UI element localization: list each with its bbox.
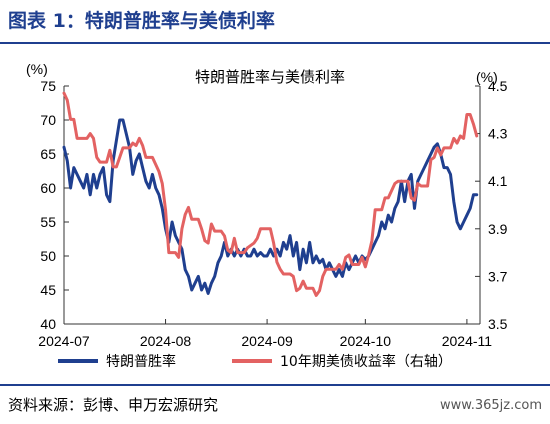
x-tick-label: 2024-08 — [140, 333, 192, 349]
left-tick-label: 40 — [40, 316, 56, 332]
right-tick-label: 3.7 — [488, 268, 508, 284]
x-tick-label: 2024-10 — [340, 333, 392, 349]
right-tick-label: 4.3 — [488, 126, 508, 142]
left-unit-label: (%) — [26, 61, 48, 77]
chart: 特朗普胜率与美债利率 (%) (%) 40 45 50 55 60 65 70 75 3.5 3.… — [26, 61, 508, 370]
right-tick-label: 4.1 — [488, 173, 508, 189]
bottom-rule — [0, 384, 550, 386]
left-tick-label: 50 — [40, 248, 56, 264]
x-tick-label: 2024-11 — [442, 333, 493, 349]
right-tick-label: 3.5 — [488, 316, 508, 332]
chart-title: 特朗普胜率与美债利率 — [195, 68, 345, 86]
figure-title: 图表 1：特朗普胜率与美债利率 — [8, 10, 275, 32]
legend-yield-label: 10年期美债收益率（右轴） — [280, 353, 452, 370]
series-line-us10y-yield — [62, 91, 479, 297]
series-line-trump-win-rate — [62, 118, 479, 295]
right-tick-label: 3.9 — [488, 221, 508, 237]
watermark: www.365jz.com — [440, 398, 542, 413]
x-tick-label: 2024-07 — [38, 333, 90, 349]
source-note: 资料来源：彭博、申万宏源研究 — [8, 396, 219, 414]
left-tick-label: 75 — [40, 78, 56, 94]
right-unit-label: (%) — [476, 69, 498, 85]
left-tick-label: 55 — [40, 214, 56, 230]
right-tick-label: 4.5 — [488, 78, 508, 94]
legend-trump-label: 特朗普胜率 — [106, 353, 176, 370]
left-tick-label: 45 — [40, 282, 56, 298]
x-tick-label: 2024-09 — [241, 333, 293, 349]
left-tick-label: 60 — [40, 180, 56, 196]
left-tick-label: 70 — [40, 112, 56, 128]
top-rule — [0, 42, 550, 44]
left-tick-label: 65 — [40, 146, 56, 162]
